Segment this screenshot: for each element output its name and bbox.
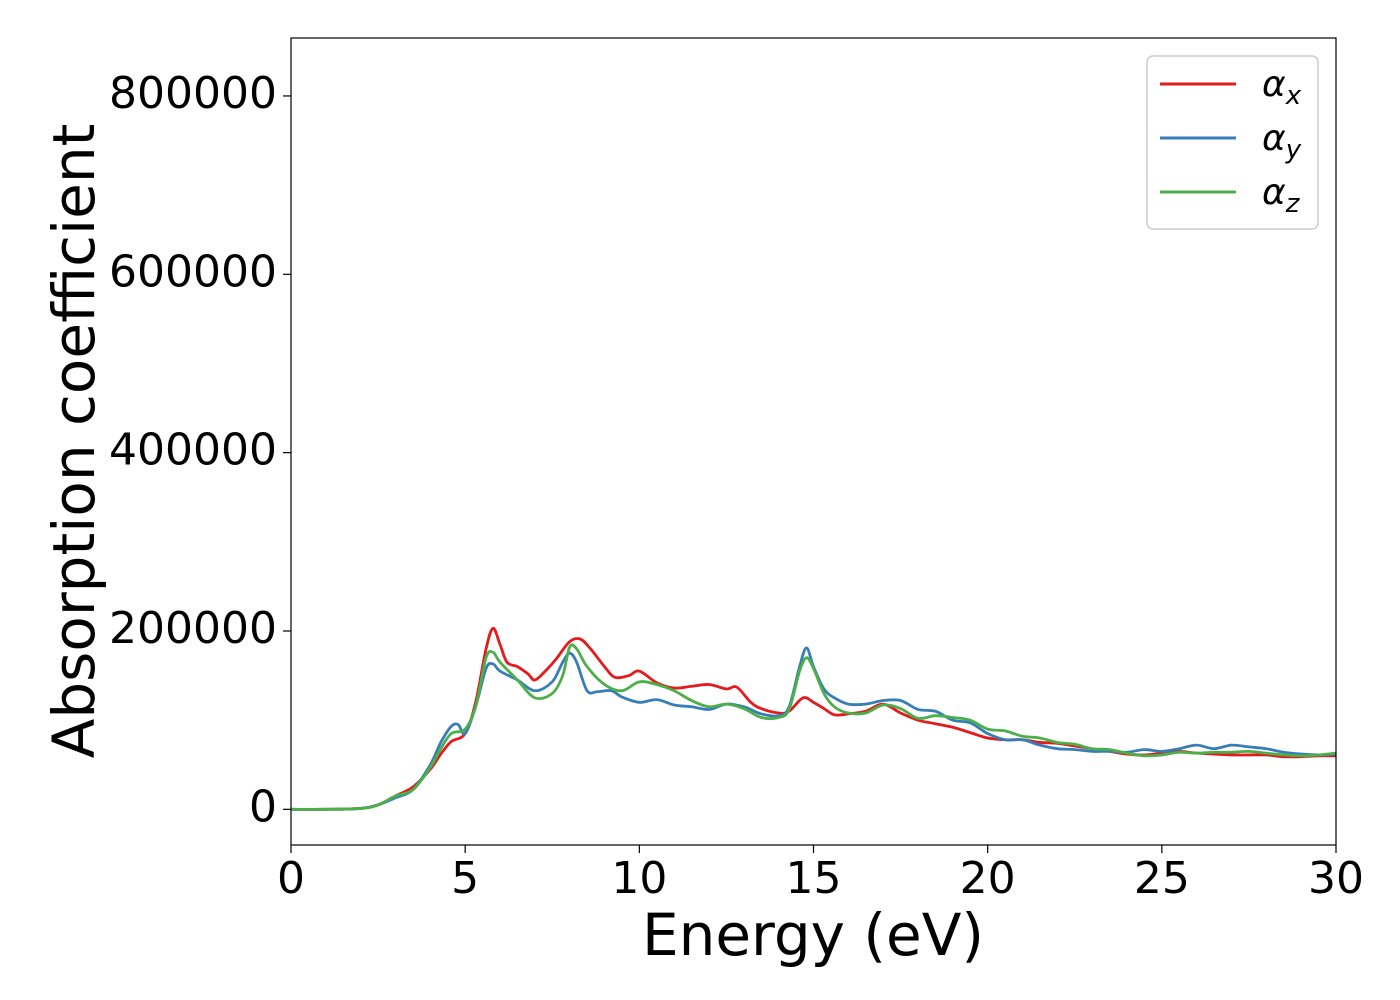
plot-frame — [290, 37, 1337, 846]
x-tick-label: 30 — [1308, 853, 1364, 904]
y-tick-label: 600000 — [109, 246, 277, 297]
x-tick-label: 20 — [960, 853, 1016, 904]
legend-label: αy — [1262, 118, 1302, 165]
x-tick-label: 15 — [786, 853, 842, 904]
x-tick-label: 25 — [1134, 853, 1190, 904]
legend: αx αy αz — [1146, 55, 1319, 230]
x-tick-label: 5 — [451, 853, 479, 904]
y-axis-title: Absorption coefficient — [40, 124, 108, 759]
x-tick-label: 0 — [277, 853, 305, 904]
x-tick-label: 10 — [611, 853, 667, 904]
y-axis-ticks: 0 200000 400000 600000 800000 — [109, 68, 291, 832]
x-axis-title: Energy (eV) — [642, 901, 984, 969]
legend-label: αz — [1262, 172, 1301, 219]
y-tick-label: 0 — [249, 781, 277, 832]
legend-box — [1146, 55, 1319, 230]
legend-label: αx — [1262, 64, 1302, 111]
series-line-αz — [290, 643, 1337, 811]
series-lines — [290, 626, 1337, 811]
y-tick-label: 200000 — [109, 603, 277, 654]
x-axis-ticks: 0 5 10 15 20 25 30 — [277, 845, 1364, 904]
y-tick-label: 400000 — [109, 425, 277, 476]
y-tick-label: 800000 — [109, 68, 277, 119]
